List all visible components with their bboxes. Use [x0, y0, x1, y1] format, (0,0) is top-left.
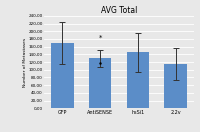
Text: *: *: [98, 35, 102, 41]
Y-axis label: Number of Metastases: Number of Metastases: [23, 37, 27, 87]
Bar: [127, 52, 149, 108]
Bar: [51, 43, 74, 108]
Bar: [89, 58, 111, 108]
Title: AVG Total: AVG Total: [101, 6, 137, 15]
Bar: [164, 64, 187, 108]
